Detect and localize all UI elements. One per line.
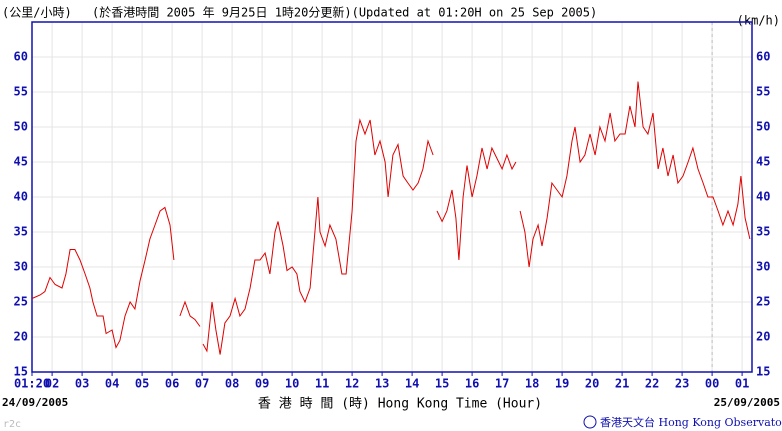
data-line [179,300,201,327]
x-tick-label: 02 [45,377,59,391]
x-tick-label: 11 [315,377,329,391]
y-tick-label: 35 [14,225,28,239]
x-tick-label: 16 [465,377,479,391]
y2-tick-label: 50 [756,120,770,134]
logo [583,415,597,429]
y2-tick-label: 55 [756,85,770,99]
y-tick-label: 40 [14,190,28,204]
x-axis-label: 香 港 時 間 (時) Hong Kong Time (Hour) [258,397,542,412]
y-tick-label: 15 [14,365,28,379]
x-tick-label: 18 [525,377,539,391]
x-tick-label: 00 [705,377,719,391]
x-tick-label: 09 [255,377,269,391]
data-line [31,206,175,349]
y-tick-label: 50 [14,120,28,134]
data-line [202,118,434,355]
x-tick-label: 06 [165,377,179,391]
y2-tick-label: 20 [756,330,770,344]
y-tick-label: 60 [14,50,28,64]
x-tick-label: 03 [75,377,89,391]
credit: 香港天文台 Hong Kong Observatory [600,415,782,429]
x-tick-label: 01:20 [14,377,50,391]
x-tick-label: 08 [225,377,239,391]
x-tick-label: 04 [105,377,119,391]
x-tick-label: 15 [435,377,449,391]
x-tick-label: 23 [675,377,689,391]
y-tick-label: 25 [14,295,28,309]
start-date: 24/09/2005 [2,396,68,409]
x-tick-label: 07 [195,377,209,391]
y-tick-label: 55 [14,85,28,99]
y2-tick-label: 40 [756,190,770,204]
plot-frame [31,21,753,373]
x-tick-label: 05 [135,377,149,391]
x-tick-label: 21 [615,377,629,391]
data-line [519,81,751,268]
x-tick-label: 10 [285,377,299,391]
corner-note: r2c [3,419,21,430]
chart-title: (於香港時間 2005 年 9月25日 1時20分更新)(Updated at … [92,5,597,20]
x-tick-label: 14 [405,377,419,391]
y2-tick-label: 35 [756,225,770,239]
x-tick-label: 01 [735,377,749,391]
y2-tick-label: 45 [756,155,770,169]
data-line [436,146,517,261]
x-tick-label: 12 [345,377,359,391]
y2-tick-label: 15 [756,365,770,379]
y-tick-label: 20 [14,330,28,344]
x-tick-label: 13 [375,377,389,391]
x-tick-label: 17 [495,377,509,391]
y-tick-label: 30 [14,260,28,274]
x-tick-label: 22 [645,377,659,391]
y-tick-label: 45 [14,155,28,169]
y2-tick-label: 25 [756,295,770,309]
y-axis-label: (公里/小時) [2,6,72,20]
y2-axis-label: (km/h) [737,14,780,28]
y2-tick-label: 30 [756,260,770,274]
x-tick-label: 20 [585,377,599,391]
end-date: 25/09/2005 [714,396,780,409]
y2-tick-label: 60 [756,50,770,64]
x-tick-label: 19 [555,377,569,391]
